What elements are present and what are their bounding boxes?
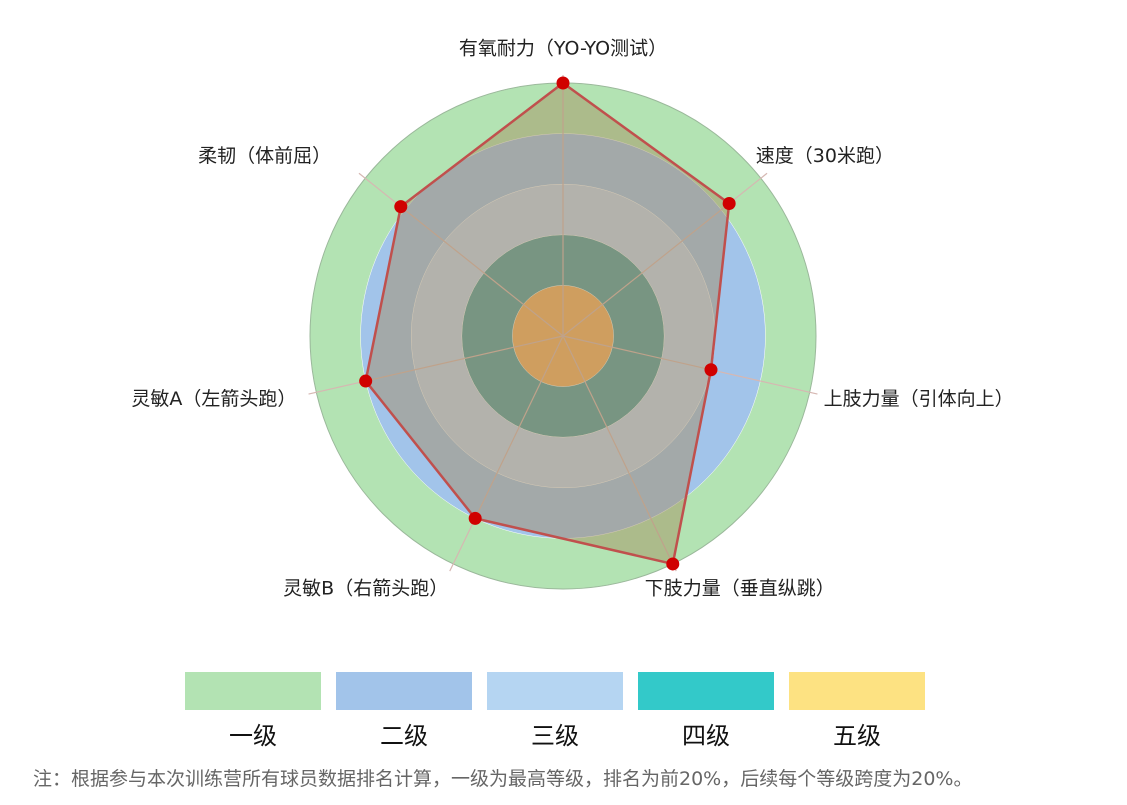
axis-label-3: 下肢力量（垂直纵跳） [645, 577, 835, 599]
spoke-6 [358, 172, 564, 337]
legend-label-level-3: 三级 [531, 722, 579, 750]
data-point-2 [704, 363, 718, 377]
data-point-5 [359, 374, 373, 388]
axis-label-4: 灵敏B（右箭头跑） [283, 577, 448, 599]
legend-label-level-5: 五级 [833, 722, 881, 750]
spoke-4 [449, 335, 564, 572]
series-layer [364, 81, 731, 566]
legend-label-level-4: 四级 [682, 722, 730, 750]
legend-item-level-2: 二级 [336, 672, 472, 751]
data-point-3 [666, 557, 680, 571]
series-area [364, 81, 731, 566]
axis-labels: 有氧耐力（YO-YO测试） 速度（30米跑） 上肢力量（引体向上） 下肢力量（垂直纵跳… [131, 38, 1013, 600]
spoke-2 [562, 335, 818, 395]
legend-swatch-level-1 [185, 672, 321, 710]
data-point-0 [556, 76, 570, 90]
legend-item-level-5: 五级 [789, 672, 925, 751]
axis-label-2: 上肢力量（引体向上） [824, 388, 1014, 410]
data-point-4 [468, 511, 482, 525]
legend-label-level-2: 二级 [380, 722, 428, 750]
data-point-1 [722, 196, 736, 210]
axis-label-6: 柔韧（体前屈） [198, 145, 331, 167]
legend-item-level-3: 三级 [487, 672, 623, 751]
axis-label-1: 速度（30米跑） [756, 145, 894, 167]
legend-swatch-level-4 [638, 672, 774, 710]
data-point-6 [394, 200, 408, 214]
spoke-3 [562, 335, 677, 572]
legend-swatch-level-5 [789, 672, 925, 710]
data-points [359, 76, 736, 571]
legend-label-level-1: 一级 [229, 722, 277, 750]
radar-chart: 有氧耐力（YO-YO测试） 速度（30米跑） 上肢力量（引体向上） 下肢力量（垂直纵跳… [131, 38, 1013, 600]
footnote: 注：根据参与本次训练营所有球员数据排名计算，一级为最高等级，排名为前20%，后续… [33, 768, 973, 790]
legend-swatch-level-3 [487, 672, 623, 710]
legend: 一级 二级 三级 四级 五级 [0, 672, 1127, 752]
legend-item-level-4: 四级 [638, 672, 774, 751]
spoke-5 [308, 335, 564, 395]
axis-label-0: 有氧耐力（YO-YO测试） [459, 38, 667, 60]
legend-item-level-1: 一级 [185, 672, 321, 751]
legend-swatch-level-2 [336, 672, 472, 710]
axis-label-5: 灵敏A（左箭头跑） [131, 388, 296, 410]
